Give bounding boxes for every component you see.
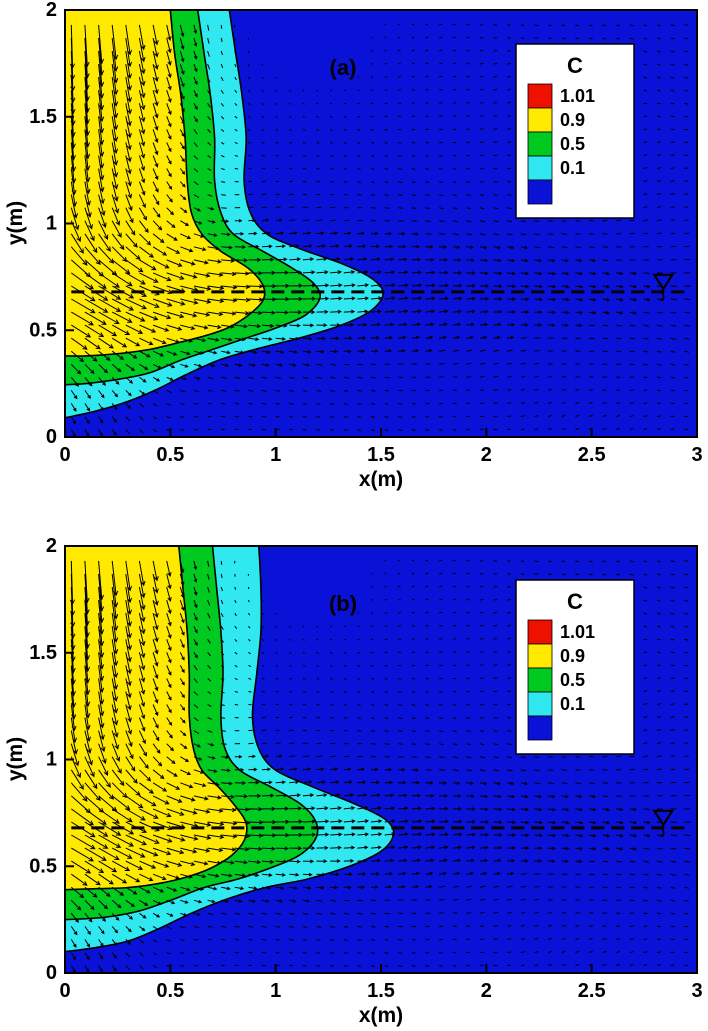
legend-swatch-green xyxy=(527,131,553,157)
contour-line-0.9 xyxy=(65,10,266,357)
panel-a-figure: 0 0.5 1 1.5 2 2.5 3 0 0.5 1 1.5 2 x(m) y… xyxy=(4,0,703,491)
panel-label: (b) xyxy=(329,591,357,616)
legend-swatch-green xyxy=(527,667,553,693)
x-tick-label: 2.5 xyxy=(578,444,606,466)
legend-swatch-red xyxy=(527,619,553,645)
legend-title: C xyxy=(567,53,583,78)
legend-label: 1.01 xyxy=(560,622,595,642)
x-tick-label: 1.5 xyxy=(367,980,395,1002)
y-tick-label: 0 xyxy=(46,426,57,448)
x-tick-label: 1.5 xyxy=(367,444,395,466)
y-tick-label: 0.5 xyxy=(29,855,57,877)
axis-ticks xyxy=(64,9,698,438)
x-tick-label: 2 xyxy=(481,980,492,1002)
x-tick-label: 1 xyxy=(270,980,281,1002)
x-tick-labels: 0 0.5 1 1.5 2 2.5 3 xyxy=(59,980,702,1002)
x-tick-label: 2 xyxy=(481,444,492,466)
legend-label: 0.1 xyxy=(560,694,585,714)
y-tick-label: 0.5 xyxy=(29,319,57,341)
panel-label: (a) xyxy=(330,55,357,80)
x-tick-label: 3 xyxy=(691,980,702,1002)
surface-marker-icon xyxy=(652,809,675,827)
y-tick-label: 2 xyxy=(46,0,57,21)
x-axis-title: x(m) xyxy=(359,468,403,491)
x-tick-label: 0 xyxy=(59,444,70,466)
legend-label: 0.9 xyxy=(560,110,585,130)
velocity-vector-field xyxy=(69,559,691,973)
x-tick-label: 2.5 xyxy=(578,980,606,1002)
legend-label: 0.9 xyxy=(560,646,585,666)
legend-swatch-blue xyxy=(527,179,553,205)
legend-title: C xyxy=(567,589,583,614)
surface-marker-icon xyxy=(652,273,675,291)
y-tick-label: 1.5 xyxy=(29,106,57,128)
legend-swatch-yellow xyxy=(527,107,553,133)
legend-swatch-cyan xyxy=(527,155,553,181)
x-tick-label: 0.5 xyxy=(156,444,184,466)
velocity-vector-field xyxy=(69,23,691,437)
y-tick-label: 2 xyxy=(46,536,57,557)
legend-swatch-yellow xyxy=(527,643,553,669)
legend: C 1.01 0.9 0.5 0.1 xyxy=(515,43,635,219)
legend-label: 0.5 xyxy=(560,670,585,690)
y-axis-title: y(m) xyxy=(4,737,27,781)
y-tick-labels: 0 0.5 1 1.5 2 xyxy=(29,0,57,448)
legend-swatch-cyan xyxy=(527,691,553,717)
y-tick-label: 0 xyxy=(46,962,57,984)
y-tick-label: 1.5 xyxy=(29,642,57,664)
contour-region-0.9 xyxy=(65,546,247,890)
y-axis-title: y(m) xyxy=(4,201,27,245)
legend-swatch-blue xyxy=(527,715,553,741)
axis-ticks xyxy=(64,545,698,974)
contour-line-0.1 xyxy=(65,10,384,419)
contour-line-0.9 xyxy=(65,546,248,891)
plot-area xyxy=(65,546,697,973)
surface-marker-tail xyxy=(661,288,665,302)
legend-swatch-red xyxy=(527,83,553,109)
y-tick-label: 1 xyxy=(46,213,57,235)
x-tick-label: 3 xyxy=(691,444,702,466)
x-tick-labels: 0 0.5 1 1.5 2 2.5 3 xyxy=(59,444,702,466)
y-tick-label: 1 xyxy=(46,749,57,771)
surface-marker-tail xyxy=(661,824,665,838)
y-tick-labels: 0 0.5 1 1.5 2 xyxy=(29,536,57,984)
x-tick-label: 0 xyxy=(59,980,70,1002)
legend-label: 0.5 xyxy=(560,134,585,154)
legend-label: 0.1 xyxy=(560,158,585,178)
x-axis-title: x(m) xyxy=(359,1004,403,1027)
legend: C 1.01 0.9 0.5 0.1 xyxy=(515,579,635,755)
legend-label: 1.01 xyxy=(560,86,595,106)
panel-b-figure: 0 0.5 1 1.5 2 2.5 3 0 0.5 1 1.5 2 x(m) y… xyxy=(4,536,703,1027)
x-tick-label: 1 xyxy=(270,444,281,466)
x-tick-label: 0.5 xyxy=(156,980,184,1002)
